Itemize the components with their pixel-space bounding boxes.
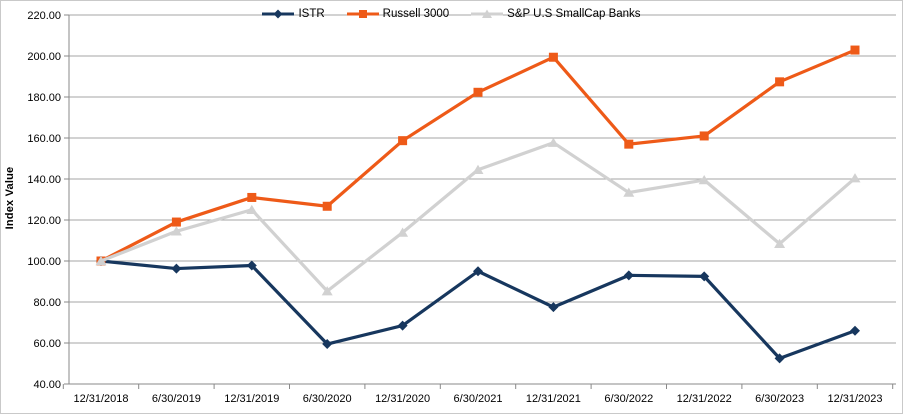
diamond-marker (322, 339, 333, 350)
x-tick-label: 6/30/2023 (755, 393, 804, 405)
triangle-marker (849, 173, 861, 183)
diamond-marker (774, 353, 785, 364)
diamond-marker (623, 270, 634, 281)
y-tick-label: 80.00 (33, 297, 61, 309)
legend-label: Russell 3000 (382, 8, 450, 20)
y-tick-label: 120.00 (27, 215, 61, 227)
square-marker (624, 139, 634, 149)
square-marker (398, 136, 408, 146)
diamond-marker (850, 325, 860, 336)
triangle-marker (472, 164, 484, 174)
diamond-marker (397, 320, 408, 331)
square-marker (322, 201, 332, 211)
series-line-russell-3000 (99, 48, 857, 263)
legend-item-russell-3000: Russell 3000 (346, 8, 450, 20)
square-marker (850, 45, 860, 55)
legend-item-s-p-u-s-smallcap-banks: S&P U.S SmallCap Banks (471, 8, 641, 20)
x-tick-label: 6/30/2022 (604, 393, 653, 405)
triangle-marker (170, 226, 182, 236)
legend-label: ISTR (298, 8, 325, 20)
x-tick-label: 6/30/2020 (303, 393, 352, 405)
diamond-marker (171, 263, 182, 274)
legend-item-istr: ISTR (262, 8, 325, 20)
square-marker (548, 52, 558, 62)
diamond-marker (246, 260, 257, 271)
x-tick-label: 12/31/2023 (827, 393, 882, 405)
triangle-marker (774, 238, 786, 248)
square-marker (775, 77, 785, 87)
legend-label: S&P U.S SmallCap Banks (507, 8, 641, 20)
triangle-marker (246, 204, 258, 214)
diamond-marker (699, 271, 710, 282)
y-tick-label: 160.00 (27, 133, 61, 145)
diamond-marker (548, 302, 559, 313)
x-tick-label: 12/31/2018 (73, 393, 128, 405)
x-tick-label: 12/31/2019 (224, 393, 279, 405)
triangle-marker (95, 256, 107, 266)
y-tick-label: 100.00 (27, 256, 61, 268)
x-tick-label: 6/30/2019 (152, 393, 201, 405)
square-marker (699, 131, 709, 141)
square-marker (247, 192, 257, 202)
triangle-marker (698, 175, 710, 185)
triangle-marker (623, 187, 635, 197)
y-tick-label: 200.00 (27, 51, 61, 63)
square-legend-marker (346, 10, 379, 18)
y-tick-label: 40.00 (33, 379, 61, 391)
diamond-marker (473, 266, 483, 277)
triangle-legend-marker (471, 9, 504, 18)
x-tick-label: 12/31/2022 (677, 393, 732, 405)
y-tick-label: 220.00 (27, 10, 61, 22)
diamond-legend-marker (262, 9, 295, 19)
square-marker (171, 217, 181, 227)
triangle-marker (321, 286, 333, 296)
y-tick-label: 140.00 (27, 174, 61, 186)
x-tick-label: 12/31/2020 (375, 393, 430, 405)
triangle-marker (397, 227, 409, 237)
y-tick-label: 60.00 (33, 338, 61, 350)
square-marker (473, 87, 483, 97)
chart-legend: ISTR Russell 3000 S&P U.S SmallCap Banks (1, 8, 902, 20)
x-tick-label: 12/31/2021 (526, 393, 581, 405)
y-axis-title: Index Value (4, 166, 16, 230)
y-tick-label: 180.00 (27, 92, 61, 104)
triangle-marker (547, 137, 559, 147)
x-tick-label: 6/30/2021 (454, 393, 503, 405)
